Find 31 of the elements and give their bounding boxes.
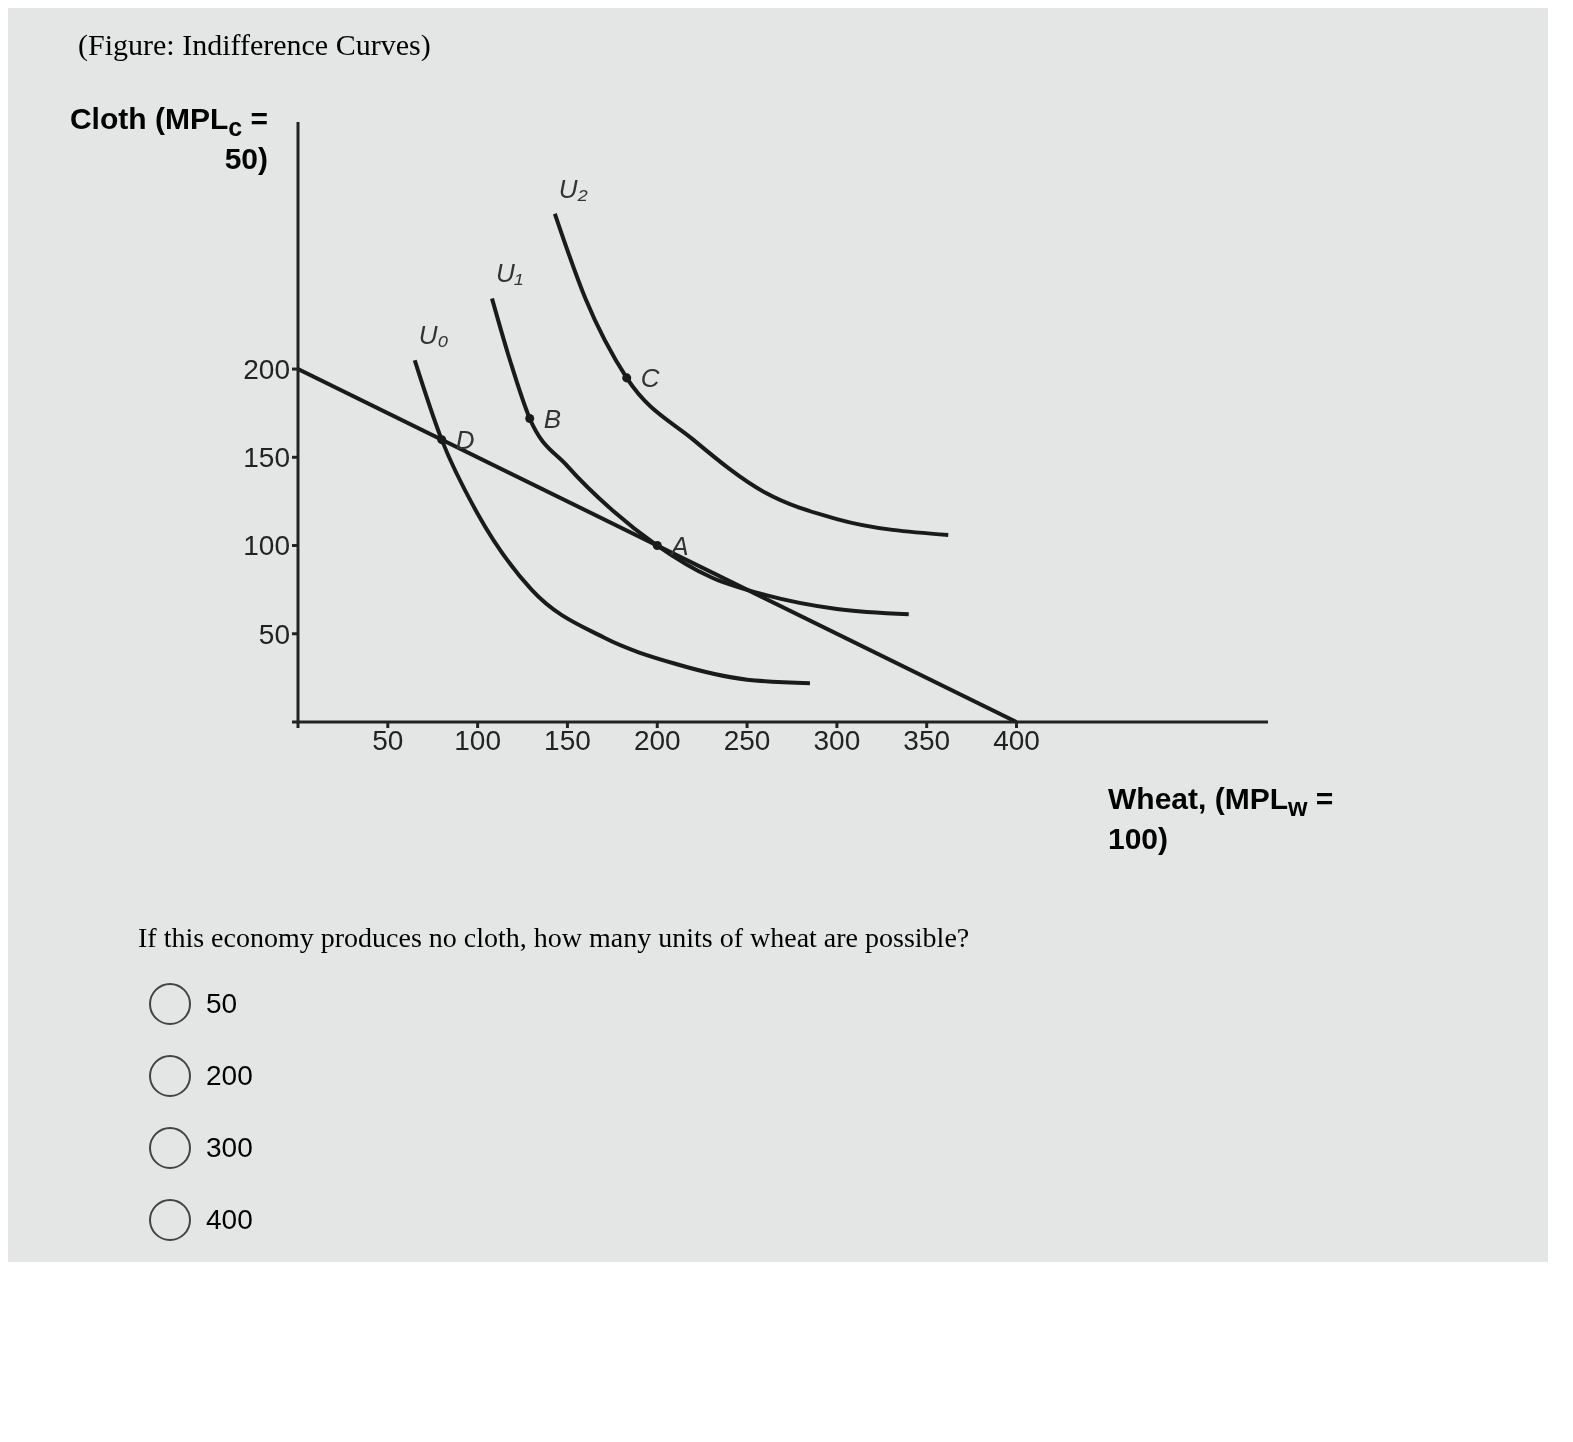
series-label: U₁ (496, 258, 523, 289)
point (652, 541, 662, 551)
x-tick-label: 400 (993, 724, 1040, 756)
x-tick-label: 100 (454, 724, 501, 756)
x-tick-label: 350 (903, 724, 951, 756)
x-tick-label: 200 (633, 724, 681, 756)
text: 400 (206, 1204, 253, 1236)
annotation: B (543, 403, 562, 434)
text: 300 (206, 1132, 253, 1164)
y-tick-label: 50 (258, 618, 290, 650)
x-tick-label: 50 (372, 724, 404, 756)
series-label: U₂ (558, 173, 588, 204)
x-tick-label: 150 (544, 724, 591, 756)
chart-title: (Figure: Indifference Curves) (78, 28, 432, 62)
x-tick-label: 300 (813, 724, 861, 756)
point (622, 373, 632, 383)
y-tick-label: 100 (243, 530, 290, 562)
y-axis-title: Cloth (MPL$_{c}$ = 50) (68, 102, 268, 176)
text: 50 (206, 988, 238, 1020)
point (437, 435, 447, 445)
annotation: D (455, 424, 475, 455)
y-tick-label: 200 (243, 354, 290, 385)
text: If this economy produces no cloth, how many units of wheat are possible? (138, 922, 971, 954)
text: 200 (206, 1060, 253, 1092)
x-tick-label: 250 (723, 724, 771, 756)
annotation: A (669, 530, 689, 561)
annotation: C (640, 363, 660, 394)
y-tick-label: 150 (243, 442, 290, 474)
point (525, 413, 535, 423)
series-label: U₀ (418, 320, 449, 351)
text: Wheat, (MPL$_{w}$ = 100) (1108, 782, 1334, 855)
